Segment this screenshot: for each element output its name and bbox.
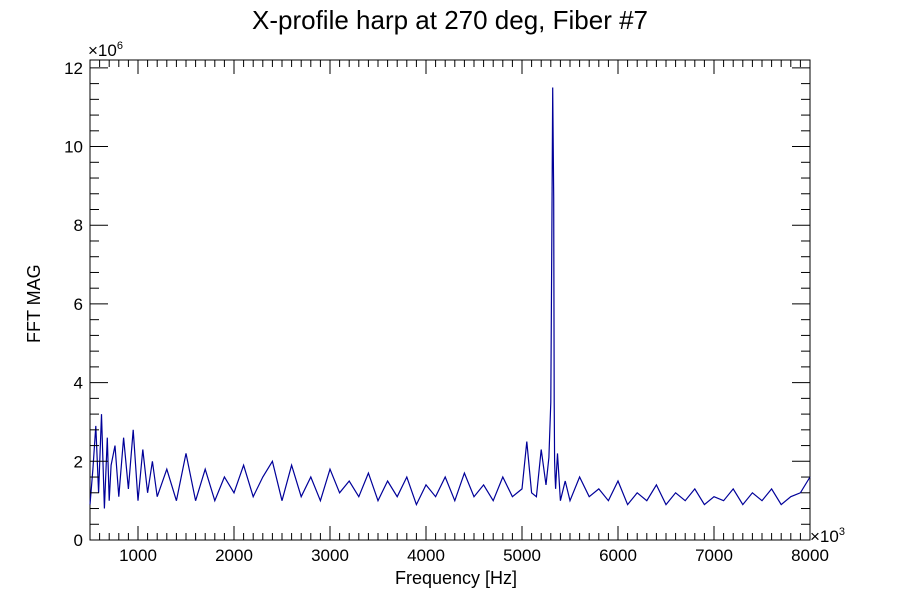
x-tick-label-4000: 4000: [407, 546, 445, 565]
y-tick-label-10: 10: [64, 138, 83, 157]
x-tick-label-7000: 7000: [695, 546, 733, 565]
plot-frame: [89, 59, 811, 541]
y-axis-label: FFT MAG: [24, 264, 44, 343]
x-axis: 1000 2000 3000 4000 5000 6000 7000 8000: [89, 60, 829, 565]
y-axis: 0 2 4 6 8 10 12: [64, 59, 810, 550]
x-multiplier-exponent: 3: [839, 526, 845, 538]
x-multiplier-base: ×10: [810, 527, 839, 546]
y-tick-label-8: 8: [74, 216, 83, 235]
x-tick-label-8000: 8000: [791, 546, 829, 565]
y-tick-label-12: 12: [64, 59, 83, 78]
chart-title: X-profile harp at 270 deg, Fiber #7: [252, 5, 648, 35]
x-tick-label-2000: 2000: [215, 546, 253, 565]
series-line-0: [89, 87, 811, 509]
plot-marks: [89, 87, 811, 509]
x-tick-label-6000: 6000: [599, 546, 637, 565]
x-axis-multiplier: ×103: [810, 526, 845, 546]
y-multiplier-exponent: 6: [117, 40, 123, 52]
y-tick-label-0: 0: [74, 531, 83, 550]
y-tick-label-2: 2: [74, 452, 83, 471]
x-tick-label-3000: 3000: [311, 546, 349, 565]
y-axis-multiplier: ×106: [88, 40, 123, 60]
y-tick-label-6: 6: [74, 295, 83, 314]
y-tick-label-4: 4: [74, 374, 83, 393]
y-multiplier-base: ×10: [88, 41, 117, 60]
x-tick-label-1000: 1000: [119, 546, 157, 565]
x-tick-label-5000: 5000: [503, 546, 541, 565]
x-axis-label: Frequency [Hz]: [395, 568, 517, 588]
